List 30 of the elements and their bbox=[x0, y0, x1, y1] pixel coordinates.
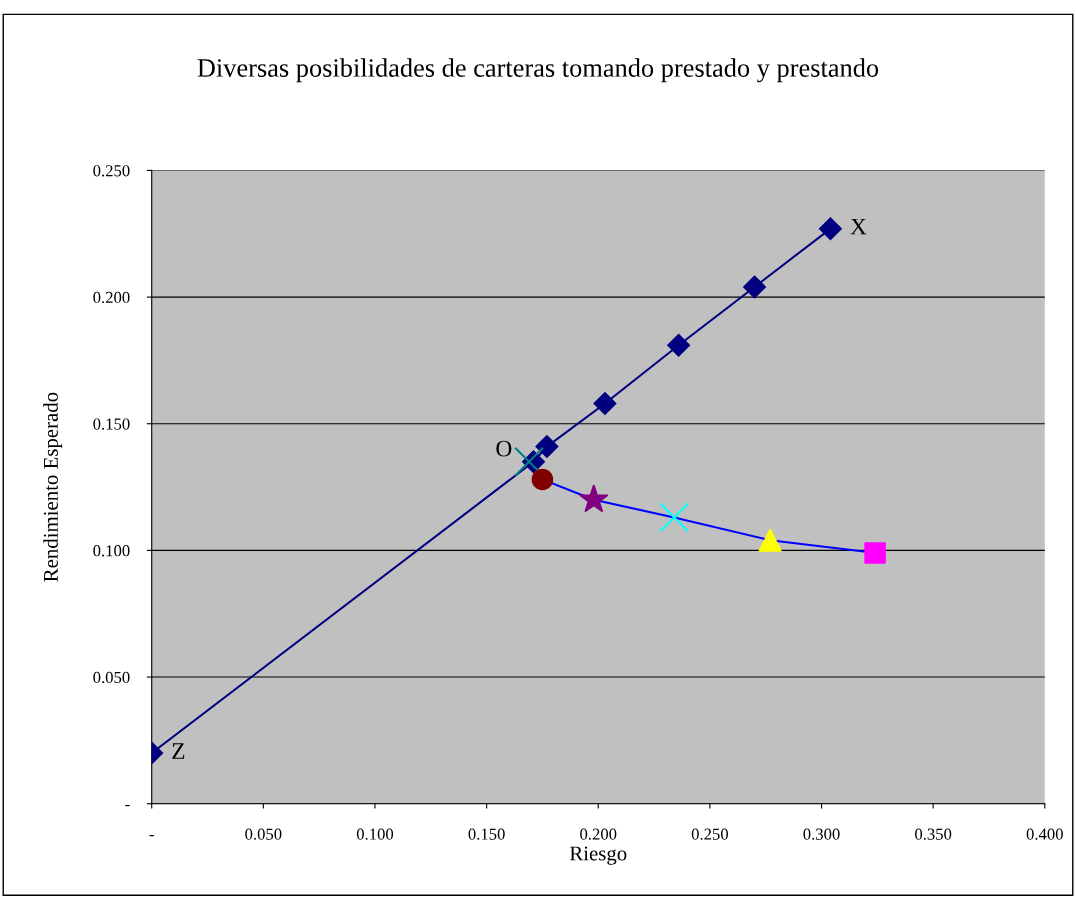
point bbox=[758, 528, 782, 552]
point bbox=[531, 468, 554, 491]
x-tick-label: 0.150 bbox=[468, 828, 505, 840]
y-tick-label: - bbox=[125, 804, 130, 807]
y-tick-label: 0.250 bbox=[93, 165, 130, 177]
x-axis-title: Riesgo bbox=[569, 846, 627, 865]
x-tick-label: 0.100 bbox=[356, 828, 394, 840]
annotation: Z bbox=[172, 743, 185, 759]
point bbox=[743, 275, 767, 299]
annotation: O bbox=[496, 440, 512, 457]
y-axis-title: Rendimiento Esperado bbox=[43, 392, 63, 582]
x-tick-label: 0.200 bbox=[580, 828, 617, 840]
y-tick-label: 0.150 bbox=[93, 418, 130, 430]
point bbox=[593, 391, 617, 415]
point bbox=[535, 435, 559, 459]
x-tick-label: 0.400 bbox=[1026, 828, 1063, 840]
point bbox=[579, 484, 609, 513]
y-tick-label: 0.050 bbox=[93, 671, 130, 684]
point bbox=[864, 542, 886, 564]
x-tick-label: 0.250 bbox=[691, 828, 729, 840]
x-tick-label: 0.300 bbox=[803, 828, 840, 840]
point bbox=[514, 446, 544, 477]
annotation: X bbox=[850, 218, 867, 235]
x-tick-label: 0.050 bbox=[245, 828, 282, 840]
chart-title: Diversas posibilidades de carteras tomando prestado y prestando bbox=[197, 58, 879, 83]
x-tick-label: 0.350 bbox=[915, 828, 952, 840]
point bbox=[667, 333, 691, 357]
y-tick-label: 0.200 bbox=[93, 291, 130, 304]
point bbox=[818, 217, 842, 241]
y-tick-label: 0.100 bbox=[93, 545, 130, 557]
